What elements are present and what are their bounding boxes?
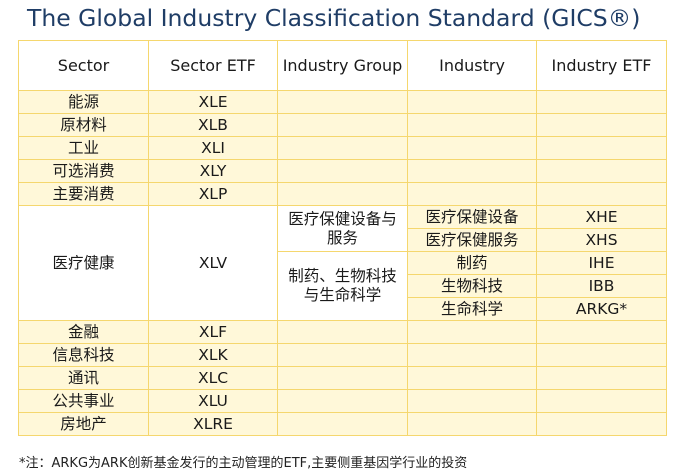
sector-etf-cell: XLRE [148,412,278,436]
industry-etf-cell: XHS [536,228,667,252]
table-row: 通讯 XLC [18,366,667,390]
sector-etf-cell: XLF [148,320,278,344]
page-title: The Global Industry Classification Stand… [27,4,641,32]
sector-etf-cell: XLE [148,90,278,114]
industry-etf-cell: IBB [536,274,667,298]
footnote: *注：ARKG为ARK创新基金发行的主动管理的ETF,主要侧重基因学行业的投资 [19,456,468,471]
industry-cell: 生物科技 [407,274,537,298]
sector-cell: 信息科技 [18,343,149,367]
table-row: 主要消费 XLP [18,182,667,206]
header-sector-etf: Sector ETF [148,40,278,91]
table-row: 公共事业 XLU [18,389,667,413]
sector-cell: 房地产 [18,412,149,436]
table-row: 生命科学 ARKG* [19,297,667,321]
sector-etf-cell: XLP [148,182,278,206]
header-industry: Industry [407,40,537,91]
header-industry-group: Industry Group [277,40,408,91]
industry-cell: 医疗保健设备 [407,205,537,229]
table-row: 信息科技 XLK [18,343,667,367]
table-row: 工业 XLI [18,136,667,160]
table-row: 金融 XLF [18,320,667,344]
industry-group-cell: 医疗保健设备与服务 [277,205,408,252]
industry-etf-cell: XHE [536,205,667,229]
gics-table: Sector Sector ETF Industry Group Industr… [18,40,667,436]
sector-etf-cell: XLC [148,366,278,390]
sector-etf-cell: XLB [148,113,278,137]
industry-cell: 制药 [407,251,537,275]
sector-etf-cell: XLI [148,136,278,160]
sector-cell: 工业 [18,136,149,160]
industry-etf-cell: ARKG* [536,297,667,321]
industry-group-cell: 制药、生物科技与生命科学 [277,251,408,321]
sector-etf-cell: XLY [148,159,278,183]
table-row: 原材料 XLB [18,113,667,137]
sector-cell: 可选消费 [18,159,149,183]
table-row: 医疗保健服务 XHS [19,228,667,252]
table-row: 医疗健康 XLV 医疗保健设备与服务 医疗保健设备 XHE [18,205,667,321]
header-industry-etf: Industry ETF [536,40,667,91]
sector-cell: 金融 [18,320,149,344]
header-row: Sector Sector ETF Industry Group Industr… [18,40,667,91]
industry-cell: 医疗保健服务 [407,228,537,252]
sector-cell: 原材料 [18,113,149,137]
sector-etf-cell: XLK [148,343,278,367]
table-row: 能源 XLE [18,90,667,114]
table-row: 生物科技 IBB [19,274,667,298]
sector-cell: 通讯 [18,366,149,390]
healthcare-sector-cell: 医疗健康 [18,205,149,321]
header-sector: Sector [18,40,149,91]
industry-etf-cell: IHE [536,251,667,275]
table-row: 制药、生物科技与生命科学 制药 IHE [19,251,667,321]
sector-cell: 主要消费 [18,182,149,206]
sector-cell: 能源 [18,90,149,114]
table-row: 房地产 XLRE [18,412,667,436]
sector-etf-cell: XLU [148,389,278,413]
healthcare-etf-cell: XLV [148,205,278,321]
industry-cell: 生命科学 [407,297,537,321]
table-row: 可选消费 XLY [18,159,667,183]
sector-cell: 公共事业 [18,389,149,413]
